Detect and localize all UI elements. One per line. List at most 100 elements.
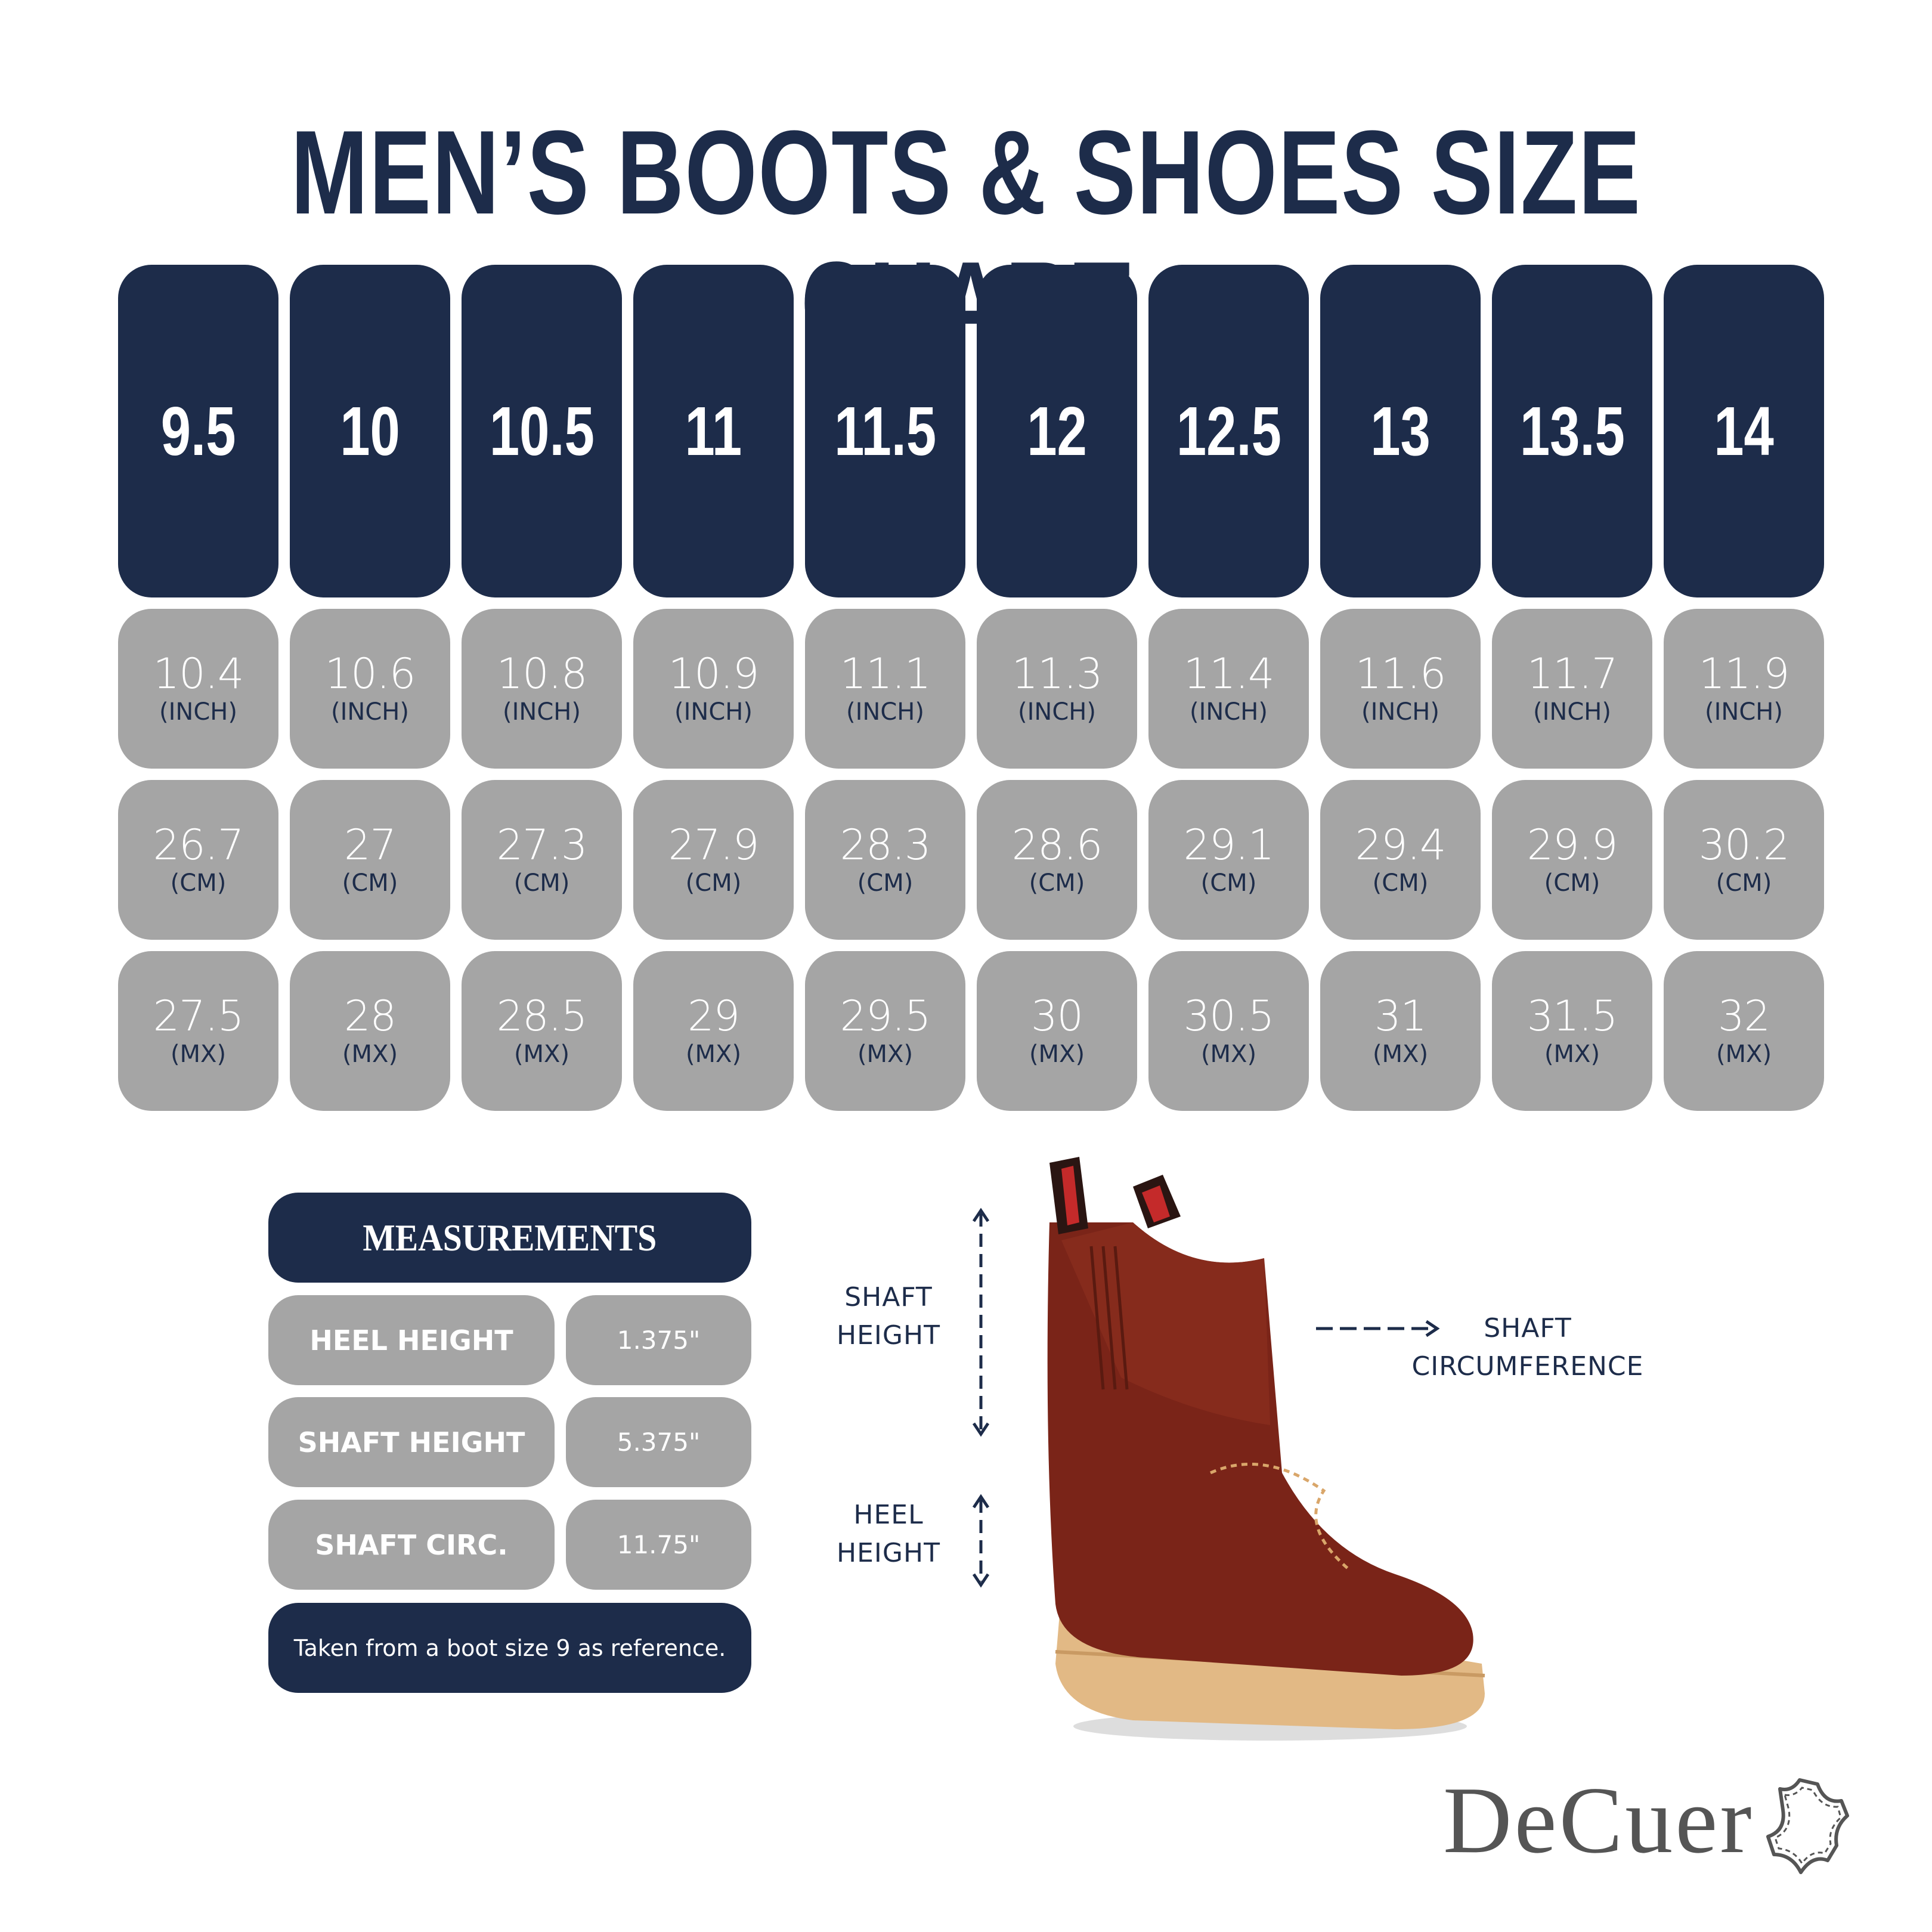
note-text: Taken from a boot size 9 as reference. — [293, 1634, 726, 1661]
label-line: CIRCUMFERENCE — [1411, 1351, 1644, 1382]
conversion-unit: (INCH) — [1018, 698, 1096, 726]
size-header-cell: 11.5 — [805, 265, 965, 597]
size-conversion-cell: 31 (MX) — [1320, 951, 1481, 1111]
conversion-value: 10.8 — [496, 649, 588, 698]
conversion-value: 10.9 — [668, 649, 760, 698]
conversion-unit: (MX) — [1544, 1041, 1600, 1068]
conversion-unit: (CM) — [1544, 869, 1600, 897]
size-conversion-cell: 27.9 (CM) — [633, 780, 794, 940]
conversion-unit: (INCH) — [331, 698, 409, 726]
conversion-value: 32 — [1717, 992, 1770, 1041]
size-conversion-cell: 11.1 (INCH) — [805, 609, 965, 769]
conversion-value: 10.6 — [324, 649, 416, 698]
size-header-cell: 10.5 — [462, 265, 622, 597]
conversion-value: 28.6 — [1011, 821, 1103, 869]
conversion-value: 29 — [687, 992, 740, 1041]
size-conversion-cell: 30 (MX) — [977, 951, 1137, 1111]
measurement-value: 5.375" — [566, 1397, 751, 1487]
size-conversion-cell: 10.9 (INCH) — [633, 609, 794, 769]
conversion-unit: (INCH) — [846, 698, 924, 726]
size-header-cell: 13 — [1320, 265, 1481, 597]
conversion-value: 29.1 — [1183, 821, 1275, 869]
measurement-value: 1.375" — [566, 1295, 751, 1385]
conversion-unit: (MX) — [1372, 1041, 1429, 1068]
measurement-label-text: HEEL HEIGHT — [309, 1324, 513, 1357]
conversion-value: 11.3 — [1011, 649, 1103, 698]
brand-logo: DeCuer — [1443, 1767, 1754, 1873]
conversion-unit: (INCH) — [1190, 698, 1268, 726]
conversion-unit: (CM) — [170, 869, 227, 897]
size-conversion-cell: 26.7 (CM) — [118, 780, 278, 940]
conversion-value: 29.5 — [840, 992, 931, 1041]
conversion-unit: (INCH) — [674, 698, 753, 726]
conversion-unit: (CM) — [1200, 869, 1257, 897]
conversion-unit: (INCH) — [1361, 698, 1439, 726]
size-conversion-cell: 29.9 (CM) — [1492, 780, 1652, 940]
size-header-cell: 10 — [290, 265, 450, 597]
size-conversion-cell: 10.6 (INCH) — [290, 609, 450, 769]
conversion-value: 27.9 — [668, 821, 760, 869]
size-header-cell: 13.5 — [1492, 265, 1652, 597]
measurement-label-text: SHAFT CIRC. — [315, 1528, 508, 1561]
size-value: 11.5 — [834, 392, 937, 470]
conversion-unit: (CM) — [1716, 869, 1772, 897]
label-line: HEIGHT — [837, 1320, 940, 1351]
size-value: 14 — [1714, 392, 1774, 470]
size-conversion-cell: 11.4 (INCH) — [1148, 609, 1309, 769]
conversion-unit: (MX) — [513, 1041, 570, 1068]
conversion-unit: (CM) — [342, 869, 398, 897]
conversion-value: 30.2 — [1698, 821, 1790, 869]
size-conversion-cell: 10.4 (INCH) — [118, 609, 278, 769]
conversion-unit: (MX) — [342, 1041, 398, 1068]
size-header-cell: 12.5 — [1148, 265, 1309, 597]
conversion-value: 29.4 — [1355, 821, 1447, 869]
size-conversion-cell: 10.8 (INCH) — [462, 609, 622, 769]
conversion-value: 28.3 — [840, 821, 931, 869]
size-header-cell: 9.5 — [118, 265, 278, 597]
size-value: 10.5 — [489, 392, 595, 470]
conversion-unit: (CM) — [1372, 869, 1429, 897]
measurement-label-text: SHAFT HEIGHT — [298, 1426, 525, 1459]
size-conversion-cell: 28.3 (CM) — [805, 780, 965, 940]
size-conversion-cell: 29.5 (MX) — [805, 951, 965, 1111]
size-conversion-cell: 28.6 (CM) — [977, 780, 1137, 940]
size-conversion-cell: 28.5 (MX) — [462, 951, 622, 1111]
size-conversion-cell: 27.5 (MX) — [118, 951, 278, 1111]
conversion-value: 27.5 — [153, 992, 244, 1041]
size-conversion-cell: 27.3 (CM) — [462, 780, 622, 940]
conversion-value: 29.9 — [1527, 821, 1618, 869]
measurement-label: SHAFT CIRC. — [268, 1500, 555, 1590]
size-value: 12 — [1027, 392, 1087, 470]
conversion-unit: (MX) — [1200, 1041, 1257, 1068]
measurement-label: SHAFT HEIGHT — [268, 1397, 555, 1487]
size-header-cell: 12 — [977, 265, 1137, 597]
size-header-cell: 14 — [1664, 265, 1824, 597]
size-conversion-cell: 30.2 (CM) — [1664, 780, 1824, 940]
conversion-value: 11.4 — [1183, 649, 1275, 698]
label-line: HEIGHT — [837, 1538, 940, 1568]
size-value: 10 — [340, 392, 400, 470]
size-value: 12.5 — [1176, 392, 1281, 470]
size-conversion-cell: 30.5 (MX) — [1148, 951, 1309, 1111]
conversion-value: 31.5 — [1527, 992, 1618, 1041]
conversion-value: 31 — [1374, 992, 1427, 1041]
size-conversion-cell: 11.9 (INCH) — [1664, 609, 1824, 769]
size-value: 13.5 — [1519, 392, 1625, 470]
label-line: SHAFT — [1484, 1313, 1572, 1343]
measurements-header: MEASUREMENTS — [268, 1193, 751, 1283]
conversion-unit: (MX) — [170, 1041, 227, 1068]
heel-height-label: HEEL HEIGHT — [799, 1496, 978, 1572]
conversion-value: 11.1 — [840, 649, 931, 698]
conversion-unit: (CM) — [1029, 869, 1085, 897]
shaft-height-label: SHAFT HEIGHT — [799, 1278, 978, 1355]
conversion-unit: (INCH) — [1533, 698, 1611, 726]
conversion-value: 30 — [1030, 992, 1083, 1041]
conversion-unit: (CM) — [685, 869, 742, 897]
conversion-unit: (INCH) — [503, 698, 581, 726]
conversion-unit: (INCH) — [159, 698, 237, 726]
label-line: SHAFT — [844, 1282, 933, 1312]
conversion-unit: (MX) — [1029, 1041, 1085, 1068]
conversion-value: 10.4 — [153, 649, 244, 698]
size-conversion-cell: 28 (MX) — [290, 951, 450, 1111]
conversion-value: 27 — [343, 821, 397, 869]
